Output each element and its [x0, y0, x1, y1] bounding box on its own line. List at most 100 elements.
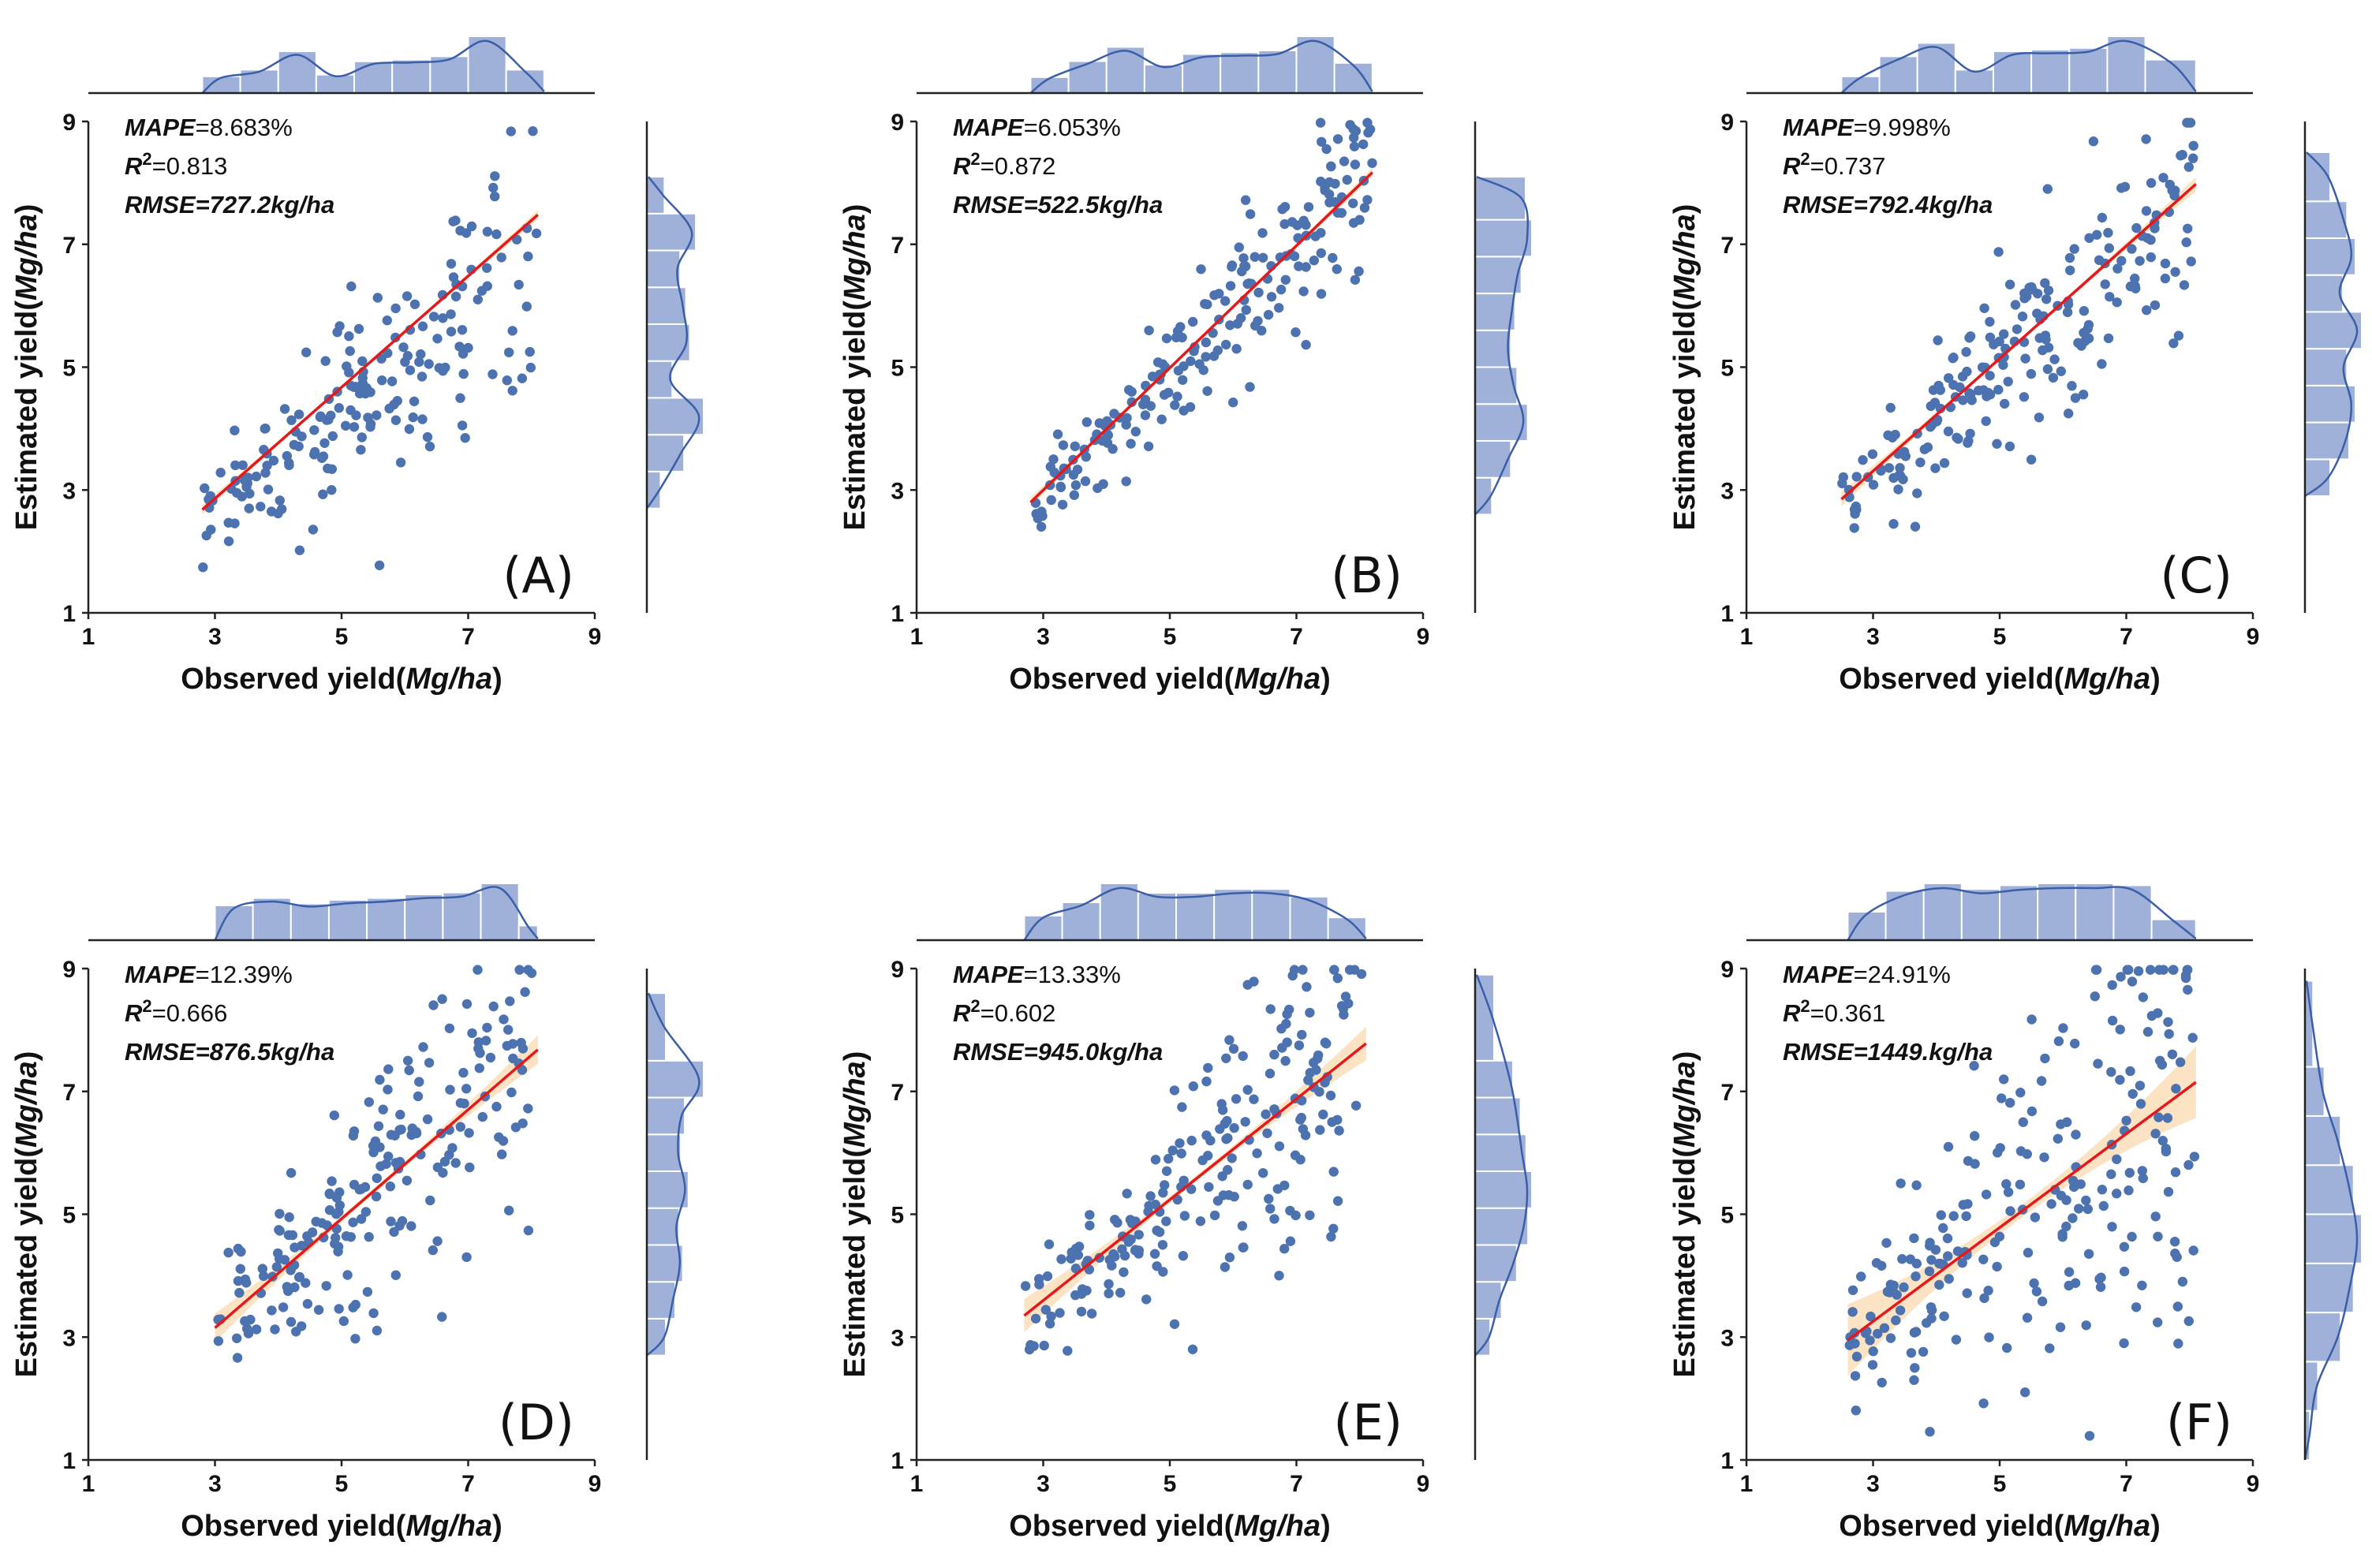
metric-mape-name: MAPE	[125, 961, 196, 988]
x-kde-curve	[214, 886, 539, 941]
data-point	[414, 1077, 424, 1087]
data-point	[356, 445, 366, 455]
data-point	[414, 357, 424, 368]
metric-r2-name: R	[953, 152, 971, 180]
data-point	[2167, 1049, 2178, 1060]
data-point	[279, 1255, 290, 1265]
data-point	[1965, 428, 1975, 439]
data-point	[353, 323, 364, 334]
y-axis-title-suffix: )	[839, 204, 872, 215]
x-hist-bar	[1999, 884, 2039, 942]
data-point	[2122, 965, 2132, 975]
data-point	[507, 386, 517, 396]
data-point	[454, 342, 465, 352]
data-point	[1250, 252, 1261, 262]
data-point	[1110, 1251, 1120, 1262]
data-point	[1924, 1266, 1935, 1277]
data-point	[1161, 333, 1172, 344]
data-point	[517, 373, 528, 383]
data-point	[2031, 1286, 2042, 1297]
data-point	[2070, 1038, 2080, 1049]
y-hist-bar	[1474, 176, 1526, 221]
data-point	[1044, 1239, 1055, 1249]
data-point	[1884, 463, 1895, 473]
y-tick-label: 1	[1720, 601, 1734, 627]
y-hist-bar	[2304, 1213, 2363, 1264]
x-tick-label: 3	[1037, 1471, 1050, 1497]
x-axis-title: Observed yield(Mg/ha)	[181, 663, 502, 696]
data-point	[2104, 243, 2114, 253]
data-point	[2163, 1186, 2174, 1197]
data-point	[215, 468, 226, 478]
data-point	[1070, 480, 1081, 491]
data-point	[2107, 980, 2117, 991]
y-tick-label: 5	[891, 356, 904, 382]
x-kde-curve	[1840, 39, 2197, 94]
metric-mape-value: =8.683%	[196, 114, 293, 141]
data-point	[1209, 1210, 1220, 1221]
data-point	[257, 1264, 267, 1274]
y-tick-label: 9	[1720, 957, 1734, 983]
metric-mape-value: =6.053%	[1024, 114, 1121, 141]
data-point	[1130, 1245, 1141, 1255]
metric-r2: R2=0.361	[1783, 996, 1885, 1027]
data-point	[1317, 136, 1327, 147]
data-point	[320, 356, 331, 366]
data-point	[1048, 454, 1059, 465]
data-point	[1326, 1231, 1336, 1242]
data-point	[1175, 1138, 1185, 1148]
data-point	[1121, 420, 1131, 430]
data-point	[428, 312, 439, 322]
data-point	[1321, 144, 1332, 155]
data-point	[2022, 1312, 2033, 1323]
data-point	[1104, 1288, 1114, 1299]
y-hist-bar	[646, 360, 674, 399]
data-point	[2000, 398, 2010, 409]
data-point	[1305, 1007, 1315, 1018]
panel-label: (E)	[1333, 1394, 1403, 1451]
data-point	[394, 1220, 405, 1231]
data-point	[1860, 1328, 1871, 1338]
metric-rmse: RMSE=522.5kg/ha	[953, 191, 1163, 218]
panel-label: (C)	[2160, 547, 2232, 604]
data-point	[1301, 220, 1311, 230]
data-point	[2090, 991, 2100, 1002]
data-point	[1179, 405, 1189, 416]
y-hist-bar	[2304, 1312, 2342, 1363]
metric-mape-value: =9.998%	[1854, 114, 1951, 141]
data-point	[1104, 1279, 1114, 1290]
data-point	[1285, 1236, 1296, 1246]
data-point	[525, 362, 536, 373]
data-point	[1231, 344, 1242, 354]
x-axis-title: Observed yield(Mg/ha)	[181, 1510, 502, 1543]
data-point	[1943, 1251, 1953, 1261]
data-point	[1992, 1261, 2002, 1272]
y-hist-bar	[2304, 1066, 2325, 1117]
data-point	[243, 1328, 254, 1338]
metric-r2-superscript: 2	[1800, 996, 1810, 1016]
data-point	[1324, 197, 1335, 207]
metric-rmse-name: RMSE	[953, 191, 1025, 218]
data-point	[450, 215, 461, 226]
data-point	[2116, 183, 2127, 193]
data-point	[1161, 1216, 1171, 1226]
data-point	[2019, 288, 2030, 299]
x-hist-bar	[480, 883, 520, 941]
data-point	[1186, 1184, 1197, 1194]
x-hist-bar	[1067, 60, 1108, 94]
data-point	[2004, 441, 2015, 452]
data-point	[237, 491, 247, 502]
data-point	[1313, 1050, 1324, 1061]
data-point	[1303, 202, 1314, 212]
data-point	[482, 226, 493, 237]
data-point	[1850, 509, 1860, 519]
data-point	[1245, 382, 1255, 392]
data-point	[334, 403, 344, 413]
data-point	[2189, 1152, 2200, 1162]
data-point	[1197, 1155, 1208, 1166]
x-axis-title-prefix: Observed yield(	[1839, 1510, 2064, 1543]
data-point	[1367, 158, 1377, 168]
data-point	[502, 375, 512, 386]
data-point	[2071, 1129, 2081, 1140]
